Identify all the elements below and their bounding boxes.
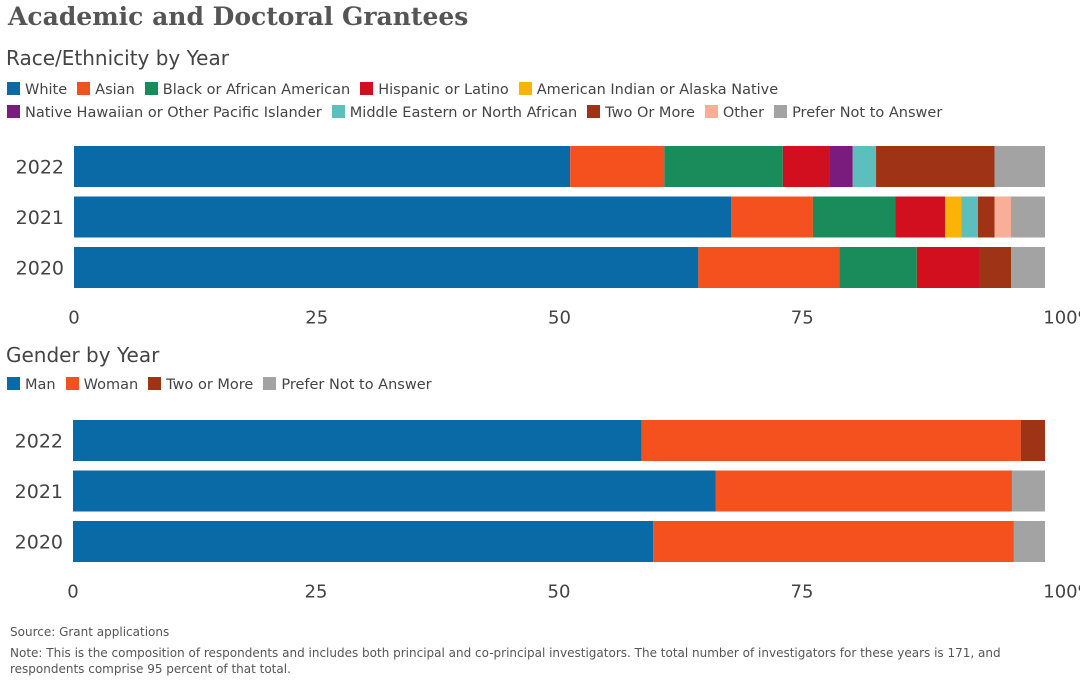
race-bar-2022-hispanic-or-latino	[782, 146, 830, 187]
legend-label: Hispanic or Latino	[378, 82, 509, 98]
gender-category-label-2022: 2022	[15, 431, 63, 453]
gender-chart-title: Gender by Year	[6, 343, 160, 367]
legend-swatch	[263, 377, 277, 390]
race-legend-item-prefer-not-to-answer: Prefer Not to Answer	[774, 102, 942, 125]
race-bar-2021-asian	[731, 196, 813, 238]
gender-bar-2022-woman	[641, 420, 1021, 461]
race-bar-2022-prefer-not-to-answer	[994, 146, 1045, 187]
gender-x-tick-2: 50	[548, 582, 571, 603]
page-title: Academic and Doctoral Grantees	[8, 2, 469, 31]
race-category-label-2020: 2020	[16, 258, 64, 280]
source-note: Source: Grant applications	[10, 625, 170, 639]
legend-label: Prefer Not to Answer	[792, 105, 943, 121]
legend-swatch	[144, 82, 158, 95]
race-category-label-2022: 2022	[16, 157, 64, 179]
race-bar-2020-two-or-more	[979, 247, 1012, 288]
gender-category-label-2020: 2020	[15, 532, 63, 554]
race-bar-2022-native-hawaiian-or-other-pacific-islander	[829, 146, 853, 187]
legend-swatch	[7, 82, 20, 95]
race-legend-item-native-hawaiian-or-other-pacific-islander: Native Hawaiian or Other Pacific Islande…	[7, 102, 322, 125]
legend-label: Black or African American	[162, 82, 351, 98]
legend-swatch	[774, 105, 788, 118]
gender-bar-2022-two-or-more	[1020, 420, 1045, 461]
race-bar-2022-black-or-african-american	[664, 146, 783, 187]
race-bar-2021-prefer-not-to-answer	[1011, 196, 1045, 238]
race-bar-2022-asian	[570, 146, 665, 187]
legend-swatch	[704, 105, 718, 118]
race-legend-item-white: White	[7, 79, 67, 102]
gender-bar-2020-prefer-not-to-answer	[1013, 521, 1045, 562]
legend-label: White	[25, 82, 68, 98]
legend-swatch	[77, 82, 91, 95]
race-bar-2020-black-or-african-american	[839, 247, 917, 288]
legend-swatch	[518, 82, 532, 95]
race-legend-item-black-or-african-american: Black or African American	[144, 79, 351, 102]
race-legend: White Asian Black or African American Hispa…	[7, 79, 1077, 125]
race-chart-title: Race/Ethnicity by Year	[6, 46, 229, 70]
gender-legend-item-two-or-more: Two or More	[148, 374, 253, 397]
legend-label: Woman	[83, 377, 139, 393]
legend-swatch	[331, 105, 345, 118]
race-bar-2022-white	[74, 146, 571, 187]
race-bar-2021-white	[74, 196, 732, 238]
gender-bar-2021-man	[73, 470, 716, 512]
legend-label: Middle Eastern or North African	[349, 105, 578, 121]
gender-legend-item-prefer-not-to-answer: Prefer Not to Answer	[263, 374, 432, 397]
legend-label: Asian	[95, 82, 135, 98]
gender-x-tick-1: 25	[305, 582, 328, 603]
footnote: Note: This is the composition of respond…	[10, 646, 1001, 676]
legend-label: Prefer Not to Answer	[281, 377, 432, 393]
race-bar-2022-two-or-more	[876, 146, 995, 187]
gender-bar-2020-man	[73, 521, 654, 562]
race-x-tick-2: 50	[548, 308, 571, 329]
gender-x-tick-4: 100%	[1043, 582, 1080, 603]
race-x-tick-0: 0	[68, 308, 79, 329]
race-bar-2020-asian	[698, 247, 840, 288]
gender-legend-item-man: Man	[7, 374, 56, 397]
race-x-tick-4: 100%	[1043, 308, 1080, 329]
race-chart: 2022 2021 2020 0 25 50 75 100%	[16, 146, 1080, 329]
legend-label: Native Hawaiian or Other Pacific Islande…	[25, 105, 322, 121]
race-bar-2021-two-or-more	[978, 196, 995, 238]
race-bar-2021-other	[994, 196, 1012, 238]
race-bar-2021-black-or-african-american	[812, 196, 896, 238]
gender-bar-2021-prefer-not-to-answer	[1011, 470, 1045, 512]
gender-category-label-2021: 2021	[15, 481, 63, 503]
legend-label: Other	[722, 105, 765, 121]
race-category-label-2021: 2021	[16, 207, 64, 229]
legend-label: Two Or More	[605, 105, 695, 121]
gender-bar-2022-man	[73, 420, 642, 461]
legend-label: Man	[25, 377, 56, 393]
race-legend-item-hispanic-or-latino: Hispanic or Latino	[360, 79, 509, 102]
legend-swatch	[587, 105, 601, 118]
race-legend-item-asian: Asian	[77, 79, 135, 102]
race-bar-2021-hispanic-or-latino	[895, 196, 945, 238]
gender-x-tick-0: 0	[67, 582, 78, 603]
race-bar-2020-hispanic-or-latino	[916, 247, 980, 288]
legend-label: American Indian or Alaska Native	[536, 82, 779, 98]
gender-chart: 2022 2021 2020 0 25 50 75 100%	[15, 420, 1080, 603]
race-bar-2020-prefer-not-to-answer	[1011, 247, 1045, 288]
race-legend-item-american-indian-or-alaska-native: American Indian or Alaska Native	[518, 79, 779, 102]
race-x-tick-1: 25	[305, 308, 328, 329]
race-bar-2021-american-indian-or-alaska-native	[944, 196, 962, 238]
legend-swatch	[7, 105, 20, 118]
gender-legend-item-woman: Woman	[65, 374, 139, 397]
race-legend-item-two-or-more: Two Or More	[587, 102, 695, 125]
legend-swatch	[148, 377, 162, 390]
race-x-tick-3: 75	[791, 308, 814, 329]
gender-bar-2021-woman	[715, 470, 1012, 512]
race-bar-2022-middle-eastern-or-north-african	[852, 146, 877, 187]
legend-swatch	[65, 377, 79, 390]
race-bar-2020-white	[74, 247, 699, 288]
legend-swatch	[360, 82, 374, 95]
gender-bar-2020-woman	[653, 521, 1014, 562]
gender-legend: Man Woman Two or More Prefer Not to Answer	[7, 374, 1077, 397]
legend-swatch	[7, 377, 20, 390]
race-legend-item-middle-eastern-or-north-african: Middle Eastern or North African	[331, 102, 578, 125]
race-bar-2021-middle-eastern-or-north-african	[961, 196, 979, 238]
race-legend-item-other: Other	[704, 102, 765, 125]
legend-label: Two or More	[166, 377, 254, 393]
gender-x-tick-3: 75	[791, 582, 814, 603]
